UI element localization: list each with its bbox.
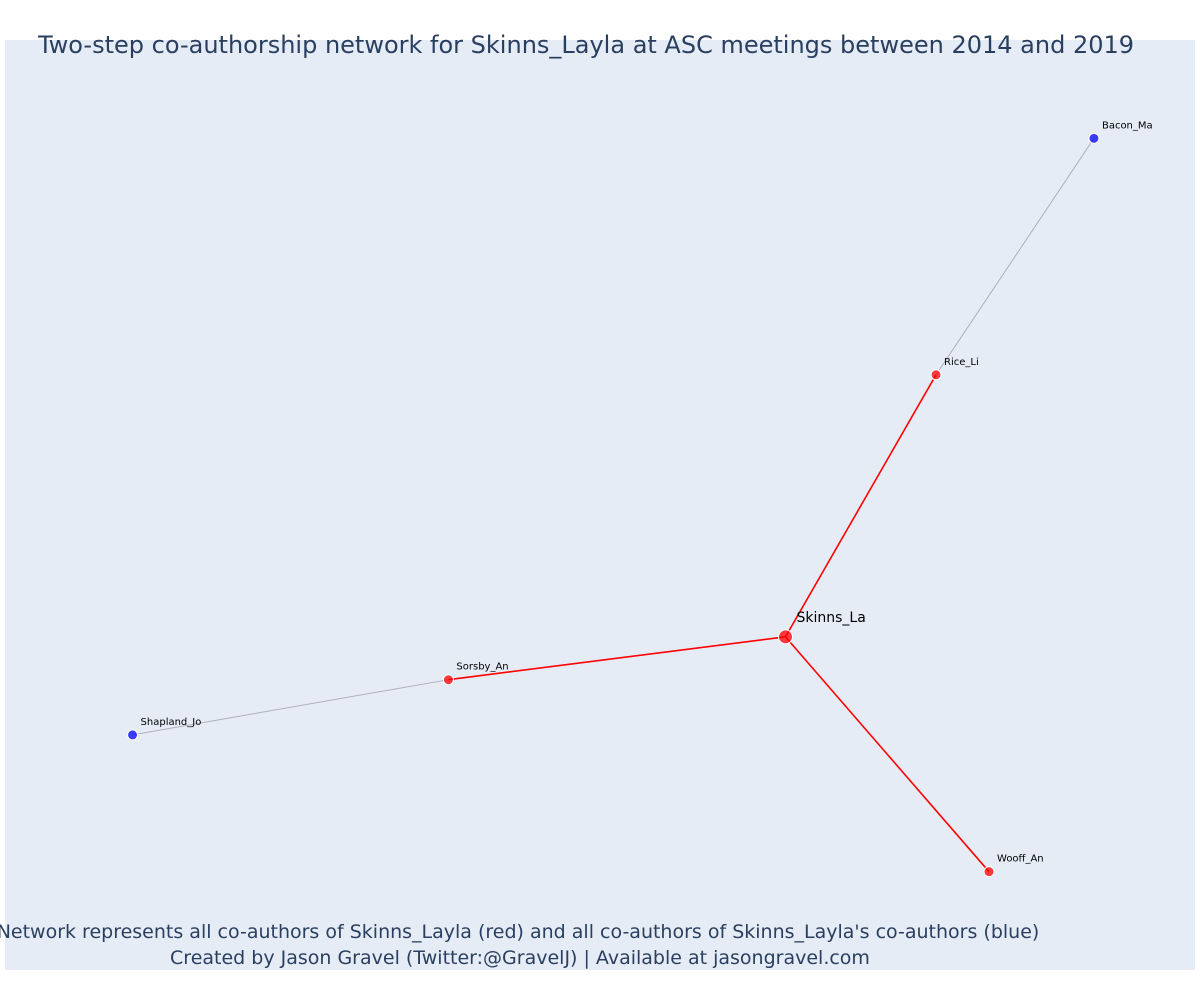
annotation-description: Network represents all co-authors of Ski… bbox=[0, 921, 1039, 943]
edge-layer bbox=[132, 138, 1095, 873]
plot-background bbox=[5, 40, 1195, 970]
node-label-Sorsby_An: Sorsby_An bbox=[456, 662, 508, 673]
node-Sorsby_An[interactable] bbox=[442, 674, 454, 686]
node-Rice_Li[interactable] bbox=[930, 369, 942, 381]
edge-Skinns_La-Sorsby_An bbox=[448, 636, 786, 681]
node-Shapland_Jo[interactable] bbox=[127, 729, 139, 741]
edge-Skinns_La-Rice_Li bbox=[784, 374, 937, 638]
node-label-Wooff_An: Wooff_An bbox=[997, 854, 1044, 865]
node-layer bbox=[127, 132, 1100, 878]
node-label-Skinns_La: Skinns_La bbox=[797, 610, 866, 626]
edge-Rice_Li-Bacon_Ma bbox=[935, 138, 1095, 376]
node-Bacon_Ma[interactable] bbox=[1088, 132, 1100, 144]
node-label-Shapland_Jo: Shapland_Jo bbox=[141, 717, 202, 728]
node-Wooff_An[interactable] bbox=[983, 866, 995, 878]
node-Skinns_La[interactable] bbox=[778, 629, 793, 645]
edge-Skinns_La-Wooff_An bbox=[784, 636, 990, 873]
node-label-Rice_Li: Rice_Li bbox=[944, 357, 979, 368]
annotation-credit: Created by Jason Gravel (Twitter:@Gravel… bbox=[170, 947, 870, 969]
edge-Sorsby_An-Shapland_Jo bbox=[132, 679, 449, 736]
node-label-Bacon_Ma: Bacon_Ma bbox=[1102, 120, 1153, 131]
chart-title: Two-step co-authorship network for Skinn… bbox=[37, 31, 1134, 59]
label-layer: Skinns_La Rice_Li Sorsby_An Wooff_An Bacon_M… bbox=[141, 120, 1153, 864]
